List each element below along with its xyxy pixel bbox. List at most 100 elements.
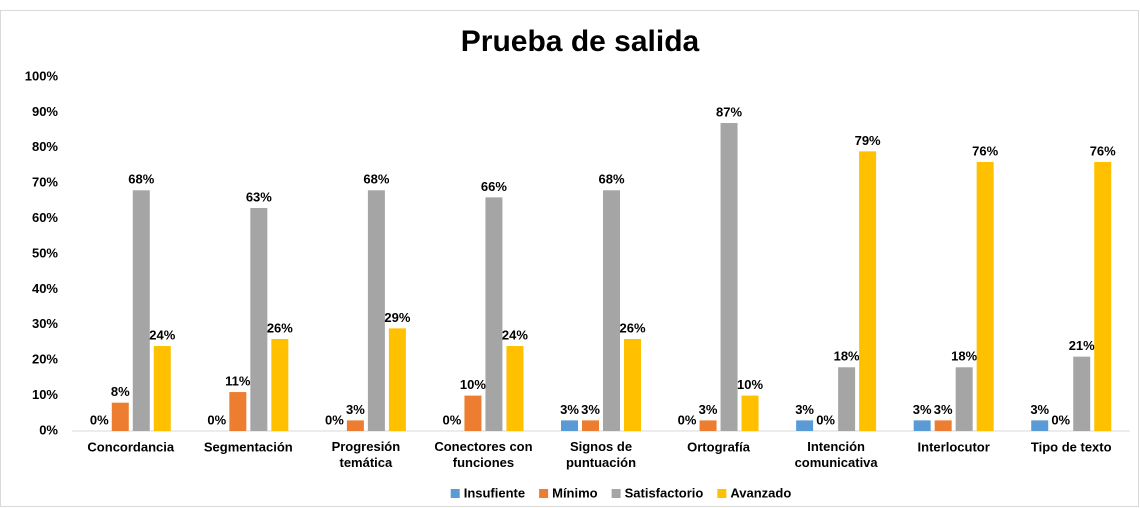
x-tick-label: Progresión temática xyxy=(332,439,401,470)
data-label: 18% xyxy=(834,349,860,364)
bar xyxy=(1094,161,1112,431)
bar xyxy=(229,392,247,431)
data-label: 24% xyxy=(149,327,175,342)
bar xyxy=(388,328,406,431)
bar xyxy=(976,161,994,431)
x-tick-label: Interlocutor xyxy=(918,439,990,454)
bar xyxy=(367,190,385,431)
legend-swatch xyxy=(539,489,549,498)
data-label: 0% xyxy=(90,412,109,427)
bar xyxy=(1073,356,1091,431)
x-tick-label: Intención comunicativa xyxy=(795,439,879,470)
bar xyxy=(699,420,717,431)
data-label: 3% xyxy=(346,402,365,417)
bar xyxy=(582,420,599,431)
legend-swatch xyxy=(611,489,621,498)
legend-item: Insufiente xyxy=(450,485,525,500)
bar xyxy=(720,123,738,432)
y-tick-label: 10% xyxy=(32,387,58,402)
y-tick-label: 90% xyxy=(32,104,58,119)
bar xyxy=(250,207,268,431)
bar xyxy=(485,197,503,431)
data-label: 66% xyxy=(481,179,507,194)
bar xyxy=(796,420,814,431)
data-label: 10% xyxy=(737,377,763,392)
data-label: 0% xyxy=(325,412,344,427)
data-label: 3% xyxy=(581,402,600,417)
data-label: 79% xyxy=(855,133,881,148)
x-tick-label: Concordancia xyxy=(87,439,174,454)
y-tick-label: 40% xyxy=(32,281,58,296)
bar xyxy=(464,395,482,431)
bar xyxy=(955,367,973,431)
bar xyxy=(271,338,289,431)
legend-swatch xyxy=(717,489,727,498)
y-tick-label: 0% xyxy=(39,422,58,437)
data-label: 0% xyxy=(816,412,835,427)
x-tick-label: Tipo de texto xyxy=(1031,439,1112,454)
x-tick-label: Signos de puntuación xyxy=(566,439,636,470)
data-label: 10% xyxy=(460,377,486,392)
data-label: 3% xyxy=(795,402,814,417)
bar xyxy=(838,367,856,431)
legend-label: Satisfactorio xyxy=(625,485,704,500)
bar xyxy=(153,346,171,431)
data-label: 68% xyxy=(363,172,389,187)
y-tick-label: 20% xyxy=(32,352,58,367)
x-tick-label: Ortografía xyxy=(687,439,751,454)
data-label: 18% xyxy=(951,349,977,364)
legend-label: Avanzado xyxy=(730,485,791,500)
data-label: 68% xyxy=(598,172,624,187)
data-label: 29% xyxy=(384,310,410,325)
legend-item: Avanzado xyxy=(717,485,791,500)
chart-title: Prueba de salida xyxy=(461,25,700,58)
legend-label: Insufiente xyxy=(464,485,525,500)
legend-label: Mínimo xyxy=(552,485,598,500)
bar xyxy=(346,420,364,431)
legend-swatch xyxy=(450,489,460,498)
data-label: 21% xyxy=(1069,338,1095,353)
data-label: 26% xyxy=(267,320,293,335)
y-tick-label: 30% xyxy=(32,316,58,331)
y-tick-label: 80% xyxy=(32,139,58,154)
y-tick-label: 50% xyxy=(32,245,58,260)
data-label: 63% xyxy=(246,189,272,204)
data-label: 0% xyxy=(678,412,697,427)
data-label: 76% xyxy=(972,143,998,158)
y-tick-label: 60% xyxy=(32,210,58,225)
data-label: 3% xyxy=(560,402,579,417)
y-tick-label: 100% xyxy=(25,68,59,83)
bar xyxy=(741,395,759,431)
bar xyxy=(132,190,150,431)
chart-border xyxy=(0,10,1139,507)
y-tick-label: 70% xyxy=(32,175,58,190)
data-label: 3% xyxy=(699,402,718,417)
data-label: 3% xyxy=(913,402,932,417)
bar xyxy=(859,151,877,431)
data-label: 11% xyxy=(225,373,251,388)
bar xyxy=(603,190,620,431)
data-label: 0% xyxy=(207,412,226,427)
bar xyxy=(506,346,524,431)
x-tick-label: Conectores con funciones xyxy=(434,439,532,470)
legend-item: Mínimo xyxy=(539,485,598,500)
legend-item: Satisfactorio xyxy=(611,485,704,500)
data-label: 0% xyxy=(443,412,462,427)
data-label: 24% xyxy=(502,327,528,342)
data-label: 8% xyxy=(111,384,130,399)
bar xyxy=(624,338,641,431)
data-label: 68% xyxy=(128,172,154,187)
bar xyxy=(561,420,578,431)
data-label: 26% xyxy=(619,320,645,335)
bar xyxy=(934,420,952,431)
data-label: 3% xyxy=(1030,402,1049,417)
data-label: 3% xyxy=(934,402,953,417)
bar xyxy=(111,402,129,431)
bar xyxy=(913,420,931,431)
data-label: 0% xyxy=(1051,412,1070,427)
data-label: 76% xyxy=(1090,143,1116,158)
bar xyxy=(1031,420,1049,431)
x-tick-label: Segmentación xyxy=(204,439,293,454)
data-label: 87% xyxy=(716,104,742,119)
